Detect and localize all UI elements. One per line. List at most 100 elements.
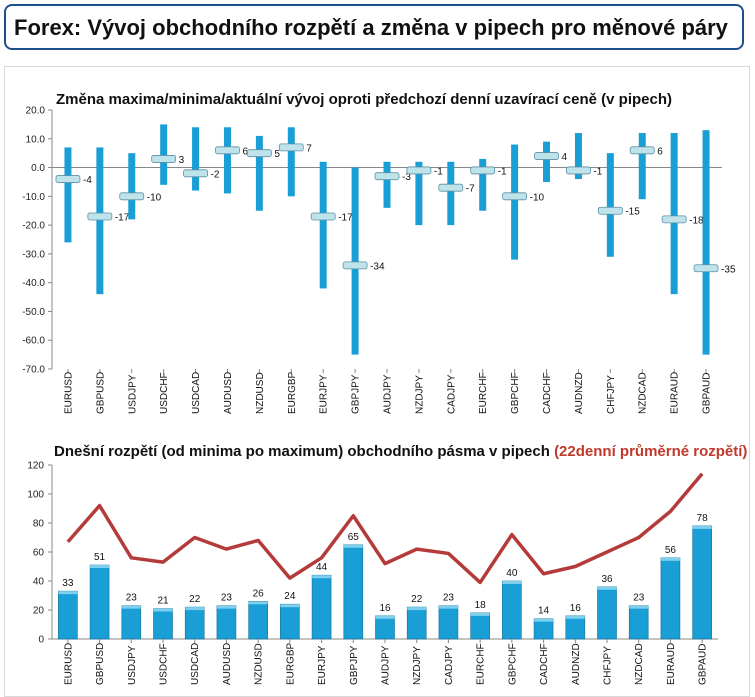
bar-value-label: 16 <box>570 603 582 614</box>
x-tick-label: EURUSD <box>63 372 74 414</box>
x-tick-label: AUDNZD <box>574 372 585 414</box>
range-bar <box>128 153 136 220</box>
y-tick-label: -30.0 <box>22 249 45 260</box>
range-bar <box>406 606 427 640</box>
bar-value-label: 22 <box>189 594 201 605</box>
bar-value-label: 56 <box>665 545 677 556</box>
range-bar <box>311 574 332 640</box>
x-tick-label: GBPUSD <box>95 372 106 414</box>
current-marker <box>502 192 528 201</box>
x-tick-label: EURAUD <box>666 643 677 685</box>
x-tick-label: EURCHF <box>476 643 487 685</box>
bar-highlight <box>629 605 649 609</box>
range-bar <box>447 161 455 226</box>
y-tick-label: 40 <box>33 577 45 588</box>
y-tick-label: 120 <box>27 461 44 472</box>
range-bar <box>533 618 554 640</box>
x-tick-label: EURGBP <box>285 642 296 685</box>
current-label: -34 <box>370 261 385 272</box>
range-bar <box>628 605 649 640</box>
x-tick-label: CADJPY <box>446 374 457 414</box>
current-label: -17 <box>338 212 353 223</box>
x-tick-label: NZDUSD <box>254 643 265 685</box>
bar-value-label: 78 <box>697 513 709 524</box>
x-tick-label: USDJPY <box>127 645 138 685</box>
x-tick-label: EURJPY <box>319 374 330 414</box>
y-tick-label: -70.0 <box>22 365 45 376</box>
bar-highlight <box>343 544 363 548</box>
x-tick-label: EURCHF <box>478 372 489 414</box>
y-tick-label: 0 <box>38 635 44 646</box>
x-tick-label: NZDUSD <box>255 372 266 414</box>
range-bar <box>543 141 551 182</box>
current-label: -3 <box>402 172 411 183</box>
page-title: Forex: Vývoj obchodního rozpětí a změna … <box>14 15 728 40</box>
y-tick-label: -10.0 <box>22 192 45 203</box>
chart2-title: Dnešní rozpětí (od minima po maximum) ob… <box>54 443 747 460</box>
current-label: -2 <box>211 169 220 180</box>
current-marker <box>278 143 304 152</box>
range-bar <box>351 167 359 355</box>
current-label: 5 <box>274 149 280 160</box>
current-marker <box>215 146 240 155</box>
bar-highlight <box>121 605 141 609</box>
y-tick-label: -60.0 <box>22 336 45 347</box>
bar-highlight <box>470 612 490 616</box>
bar-highlight <box>692 525 712 529</box>
y-tick-label: 20 <box>33 606 45 617</box>
current-label: 6 <box>242 146 248 157</box>
bar-value-label: 23 <box>443 593 455 604</box>
y-tick-label: 80 <box>33 519 45 530</box>
x-tick-label: GBPJPY <box>349 645 360 685</box>
x-tick-label: AUDJPY <box>381 645 392 685</box>
y-tick-label: 100 <box>27 490 44 501</box>
bar-value-label: 23 <box>633 593 645 604</box>
range-bar <box>660 557 681 640</box>
range-bar <box>574 133 582 180</box>
current-marker <box>374 172 400 181</box>
range-bar <box>479 158 487 211</box>
bar-value-label: 23 <box>221 593 233 604</box>
current-marker <box>55 175 81 183</box>
x-tick-label: NZDJPY <box>414 375 425 414</box>
bar-highlight <box>660 557 680 561</box>
bar-value-label: 16 <box>379 603 391 614</box>
current-marker <box>342 261 368 270</box>
x-tick-label: CADCHF <box>539 643 550 685</box>
average-range-line <box>66 472 704 585</box>
range-bar <box>438 605 459 640</box>
current-label: -10 <box>147 192 162 203</box>
current-label: -4 <box>83 175 92 186</box>
x-tick-label: NZDCAD <box>638 372 649 414</box>
x-tick-label: USDCAD <box>190 643 201 685</box>
y-tick-label: 0.0 <box>31 163 45 174</box>
current-label: 6 <box>657 146 663 157</box>
bar-highlight <box>248 601 268 605</box>
bar-value-label: 44 <box>316 562 328 573</box>
range-bar <box>502 580 522 640</box>
chart2-title-highlight: (22denní průměrné rozpětí) <box>554 443 748 460</box>
current-label: -17 <box>115 212 130 223</box>
range-bar <box>184 606 205 640</box>
x-tick-label: EURJPY <box>317 645 328 685</box>
x-tick-label: NZDJPY <box>412 646 423 685</box>
bar-value-label: 51 <box>94 552 106 563</box>
bar-value-label: 33 <box>62 578 74 589</box>
range-bar <box>287 127 295 197</box>
range-bar <box>121 605 142 640</box>
current-label: 3 <box>179 155 185 166</box>
current-label: 7 <box>306 143 312 154</box>
x-tick-label: EURUSD <box>63 643 74 685</box>
current-label: 4 <box>562 152 568 163</box>
x-tick-label: NZDCAD <box>634 643 645 685</box>
bar-highlight <box>216 605 236 609</box>
range-bar <box>638 133 646 200</box>
bar-value-label: 14 <box>538 606 550 617</box>
x-tick-label: CADCHF <box>542 372 553 414</box>
current-marker <box>310 212 336 221</box>
x-tick-label: AUDUSD <box>222 643 233 685</box>
current-label: -35 <box>721 264 736 275</box>
current-marker <box>246 149 272 158</box>
